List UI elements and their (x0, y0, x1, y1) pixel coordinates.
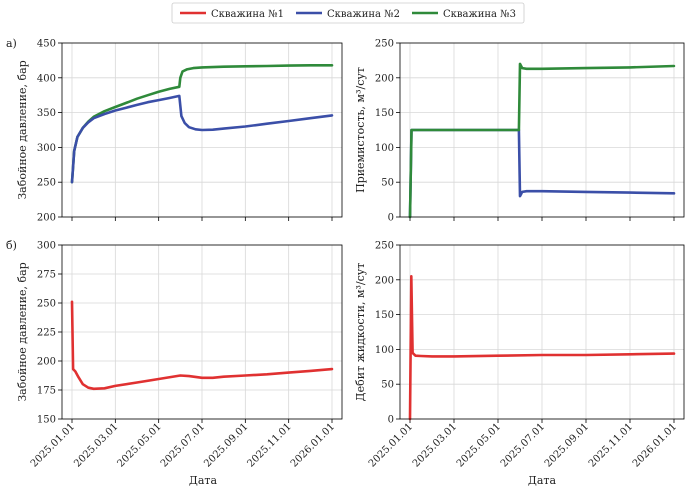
y-tick-label: 50 (381, 380, 394, 391)
y-tick-label: 150 (375, 108, 394, 119)
y-tick-label: 150 (375, 310, 394, 321)
series-line (70, 300, 334, 391)
x-tick-label: 2025.05.01 (116, 421, 164, 469)
series-line (408, 274, 676, 421)
y-tick-label: 250 (375, 241, 394, 252)
series-line (70, 94, 334, 184)
y-tick-label: 100 (375, 345, 394, 356)
x-tick-label: 2025.09.01 (543, 421, 591, 469)
y-tick-label: 300 (37, 241, 56, 252)
plot-frame (399, 244, 685, 420)
legend-box (171, 2, 525, 24)
panel-label: а) (6, 37, 17, 50)
legend-label-well-3: Скважина №3 (443, 9, 516, 20)
x-axis-label-left: Дата (189, 474, 218, 487)
y-tick-label: 225 (37, 328, 56, 339)
x-axis-label-right: Дата (528, 474, 557, 487)
x-tick-label: 2025.05.01 (455, 421, 503, 469)
y-axis-label: Приемистость, м³/сут (354, 67, 367, 193)
y-tick-label: 0 (388, 213, 394, 224)
plot-frame (399, 42, 685, 218)
panel-b-liquid-rate: 0501001502002502025.01.012025.03.012025.… (354, 241, 685, 470)
y-tick-label: 200 (37, 357, 56, 368)
y-tick-label: 150 (37, 415, 56, 426)
x-tick-label: 2025.11.01 (246, 421, 294, 469)
legend: Скважина №1 Скважина №2 Скважина №3 (171, 2, 525, 24)
x-tick-label: 2026.01.01 (289, 421, 337, 469)
x-tick-label: 2025.07.01 (159, 421, 207, 469)
panel-label: б) (6, 239, 17, 252)
y-tick-label: 50 (381, 178, 394, 189)
x-tick-label: 2025.09.01 (202, 421, 250, 469)
y-tick-label: 300 (37, 143, 56, 154)
y-tick-label: 450 (37, 39, 56, 50)
y-axis-label: Забойное давление, бар (16, 60, 29, 199)
y-tick-label: 200 (375, 73, 394, 84)
y-tick-label: 0 (388, 415, 394, 426)
y-tick-label: 350 (37, 108, 56, 119)
y-tick-label: 275 (37, 270, 56, 281)
plot-frame (61, 244, 343, 420)
y-tick-label: 400 (37, 73, 56, 84)
panel-a-pressure: 200 250 300 350 400 450 Забойное давление, бар… (6, 37, 343, 224)
y-tick-label: 200 (375, 275, 394, 286)
y-tick-label: 200 (37, 213, 56, 224)
x-tick-label: 2026.01.01 (631, 421, 679, 469)
y-tick-label: 175 (37, 386, 56, 397)
panel-a-injectivity: 0 50 100 150 200 250 Приемистость, м³/сут (354, 39, 685, 224)
x-tick-label: 2025.03.01 (411, 421, 459, 469)
series-line (408, 62, 676, 219)
legend-label-well-1: Скважина №1 (211, 9, 284, 20)
y-tick-label: 250 (37, 299, 56, 310)
x-tick-label: 2025.01.01 (367, 421, 415, 469)
x-tick-label: 2025.07.01 (499, 421, 547, 469)
legend-label-well-2: Скважина №2 (327, 9, 400, 20)
plot-frame (61, 42, 343, 218)
panel-b-pressure: 150 175 200 225 250 275 300 2025.01.012025.03.0… (6, 239, 343, 470)
y-axis-label: Дебит жидкости, м³/сут (354, 263, 367, 402)
x-tick-label: 2025.11.01 (587, 421, 635, 469)
x-tick-label: 2025.01.01 (29, 421, 77, 469)
y-axis-label: Забойное давление, бар (16, 262, 29, 401)
y-tick-label: 250 (375, 39, 394, 50)
x-tick-label: 2025.03.01 (72, 421, 120, 469)
y-tick-label: 100 (375, 143, 394, 154)
y-tick-label: 250 (37, 178, 56, 189)
